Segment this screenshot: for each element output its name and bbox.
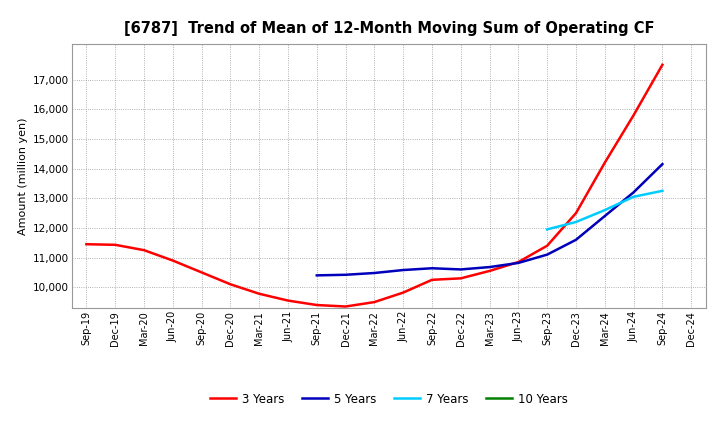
5 Years bbox=[428, 266, 436, 271]
5 Years bbox=[600, 213, 609, 219]
7 Years bbox=[658, 188, 667, 194]
5 Years bbox=[514, 260, 523, 266]
Y-axis label: Amount (million yen): Amount (million yen) bbox=[17, 117, 27, 235]
3 Years bbox=[341, 304, 350, 309]
3 Years bbox=[255, 291, 264, 297]
5 Years bbox=[456, 267, 465, 272]
3 Years bbox=[658, 62, 667, 67]
3 Years bbox=[82, 242, 91, 247]
Line: 5 Years: 5 Years bbox=[317, 164, 662, 275]
3 Years bbox=[572, 210, 580, 216]
3 Years bbox=[456, 276, 465, 281]
3 Years bbox=[543, 243, 552, 248]
7 Years bbox=[572, 219, 580, 224]
5 Years bbox=[629, 190, 638, 195]
7 Years bbox=[600, 208, 609, 213]
Line: 7 Years: 7 Years bbox=[547, 191, 662, 229]
3 Years bbox=[485, 268, 494, 274]
3 Years bbox=[312, 302, 321, 308]
3 Years bbox=[370, 300, 379, 305]
5 Years bbox=[658, 161, 667, 167]
3 Years bbox=[197, 270, 206, 275]
3 Years bbox=[284, 298, 292, 303]
3 Years bbox=[226, 282, 235, 287]
7 Years bbox=[543, 227, 552, 232]
3 Years bbox=[168, 258, 177, 263]
5 Years bbox=[543, 252, 552, 257]
3 Years bbox=[140, 248, 148, 253]
5 Years bbox=[399, 268, 408, 273]
5 Years bbox=[312, 273, 321, 278]
3 Years bbox=[428, 277, 436, 282]
Line: 3 Years: 3 Years bbox=[86, 65, 662, 307]
5 Years bbox=[341, 272, 350, 277]
7 Years bbox=[629, 194, 638, 199]
Title: [6787]  Trend of Mean of 12-Month Moving Sum of Operating CF: [6787] Trend of Mean of 12-Month Moving … bbox=[124, 21, 654, 36]
3 Years bbox=[111, 242, 120, 247]
3 Years bbox=[600, 160, 609, 165]
5 Years bbox=[572, 237, 580, 242]
5 Years bbox=[485, 264, 494, 270]
5 Years bbox=[370, 270, 379, 275]
3 Years bbox=[629, 113, 638, 118]
3 Years bbox=[514, 260, 523, 265]
Legend: 3 Years, 5 Years, 7 Years, 10 Years: 3 Years, 5 Years, 7 Years, 10 Years bbox=[205, 388, 572, 410]
3 Years bbox=[399, 290, 408, 295]
